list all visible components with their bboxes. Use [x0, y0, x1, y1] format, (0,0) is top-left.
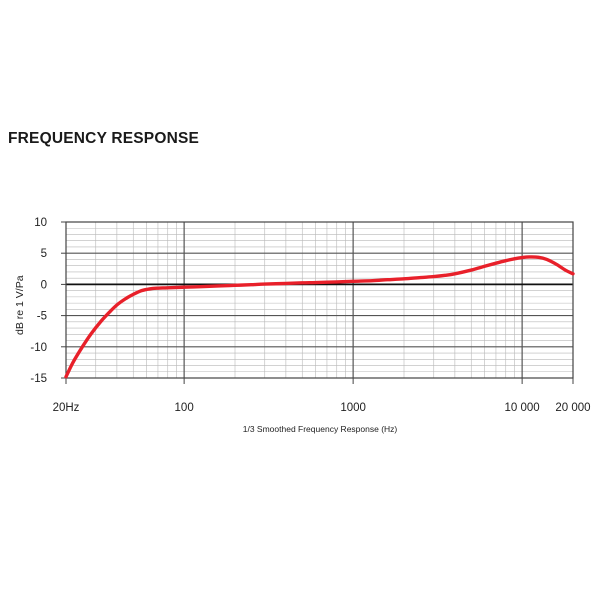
- x-tick-label: 20Hz: [53, 402, 80, 414]
- x-tick-label: 100: [175, 402, 194, 414]
- y-tick-label: -15: [30, 373, 47, 385]
- y-tick-label: 0: [41, 279, 47, 291]
- chart-title: FREQUENCY RESPONSE: [8, 130, 200, 147]
- x-tick-label: 20 000: [555, 402, 590, 414]
- x-tick-label: 1000: [340, 402, 366, 414]
- y-tick-label: 5: [41, 248, 47, 260]
- series-lines: [64, 255, 575, 379]
- x-tick-labels: 20Hz 100 1000 10 000 20 000: [53, 402, 591, 414]
- frequency-response-line: [64, 255, 575, 379]
- y-tick-labels: 10 5 0 -5 -10 -15: [30, 217, 47, 385]
- y-tick-label: 10: [34, 217, 47, 229]
- grid-lines: [61, 221, 574, 384]
- x-axis-label: 1/3 Smoothed Frequency Response (Hz): [242, 424, 398, 434]
- plot-frame: [65, 221, 574, 379]
- y-tick-label: -10: [30, 342, 47, 354]
- y-tick-label: -5: [37, 311, 47, 323]
- y-axis-label: dB re 1 V/Pa: [14, 275, 26, 335]
- x-tick-label: 10 000: [505, 402, 540, 414]
